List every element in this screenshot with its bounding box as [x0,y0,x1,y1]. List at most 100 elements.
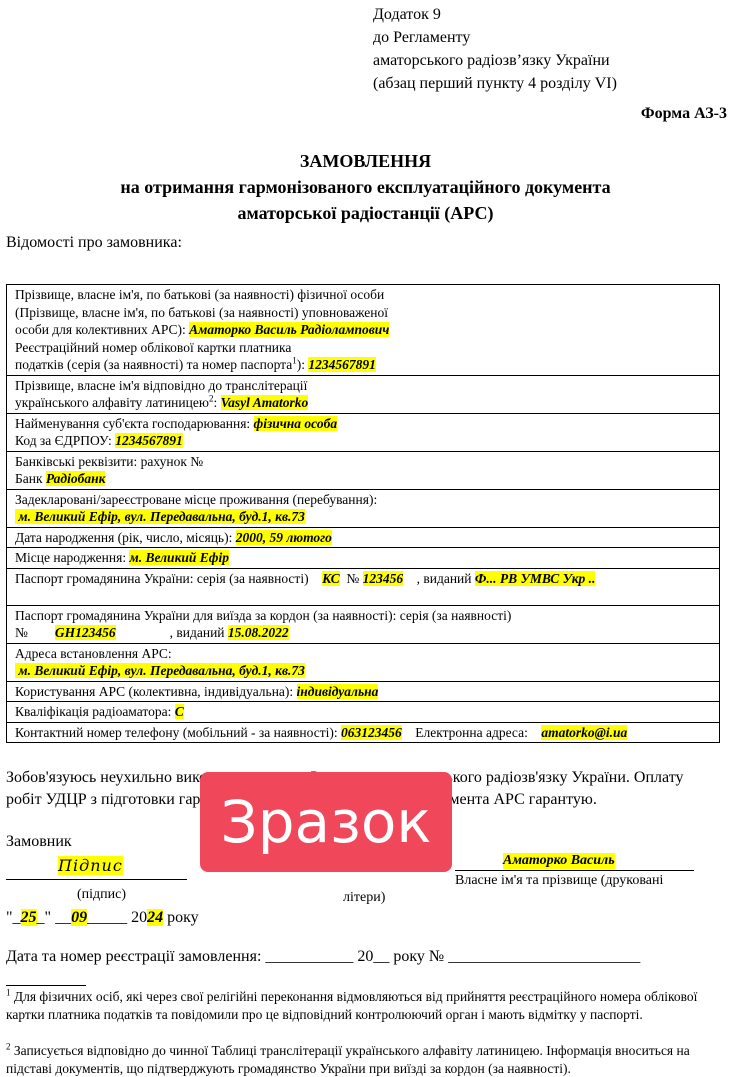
filled-value: С [174,704,184,719]
cell-line: Задекларовані/зареєстроване місце прожив… [15,491,711,509]
table-row: Прізвище, власне ім'я відповідно до тран… [6,374,720,414]
form-code: Форма АЗ-3 [640,105,727,122]
cell-line: українського алфавіту латиницею2: Vasyl … [15,394,711,412]
name-line [455,852,694,871]
filled-value: Аматорко Василь Радіолампович [189,322,390,337]
table-cell: Кваліфікація радіоаматора: С [6,701,720,723]
cell-line: Контактний номер телефону (мобільний - з… [15,724,711,742]
signature: Підпис [58,856,123,875]
table-cell: Задекларовані/зареєстроване місце прожив… [6,488,720,528]
name-caption: Власне ім'я та прізвище (друковані [455,873,664,888]
header-line: (абзац перший пункту 4 розділу VI) [373,75,617,92]
footnote: 2 Записується відповідно до чинної Табли… [6,1042,721,1077]
table-row: Контактний номер телефону (мобільний - з… [6,721,720,743]
intro: Відомості про замовника: [6,234,182,251]
label-text: _" __ [36,909,72,926]
label-text: податків (серія (за наявності) та номер … [15,357,293,372]
title: ЗАМОВЛЕННЯ на отримання гармонізованого … [0,148,731,226]
table-row: Задекларовані/зареєстроване місце прожив… [6,488,720,528]
label-text: року [163,909,199,926]
cell-line: Паспорт громадянина України: серія (за н… [15,570,711,588]
footnote-mark: 1 [6,987,11,998]
cell-line: м. Великий Ефір, вул. Передавальна, буд.… [15,662,711,680]
label-text: Користування АРС (колективна, індивідуал… [15,683,297,699]
cell-line: Дата народження (рік, число, місяць): 20… [15,529,711,547]
label-text: Задекларовані/зареєстроване місце прожив… [15,491,378,507]
filled-value: 123456 [362,570,404,586]
label-text: № [339,570,363,586]
label-text: українського алфавіту латиницею [15,395,209,410]
table-cell: Адреса встановлення АРС: м. Великий Ефір… [6,642,720,682]
title-line: на отримання гармонізованого експлуатаці… [120,177,611,197]
label-text: Код за ЄДРПОУ: [15,433,116,448]
label-text: Банк [15,471,46,486]
label-text: Прізвище, власне ім'я, по батькові (за н… [15,287,385,302]
table-row: Кваліфікація радіоаматора: С [6,701,720,723]
label-text: Контактний номер телефону (мобільний - з… [15,724,341,740]
label-text: Адреса встановлення АРС: [15,645,172,661]
table-row: Прізвище, власне ім'я, по батькові (за н… [6,284,720,376]
table-cell: Користування АРС (колективна, індивідуал… [6,680,720,702]
cell-line: Найменування суб'єкта господарювання: фі… [15,415,711,433]
filled-value: м. Великий Ефір [129,550,229,565]
table-row: Дата народження (рік, число, місяць): 20… [6,526,720,548]
title-line: ЗАМОВЛЕННЯ [299,151,432,171]
label-text: Реєстраційний номер облікової картки пла… [15,339,292,355]
cell-line: Користування АРС (колективна, індивідуал… [15,683,711,701]
label-text: Місце народження: [15,550,130,565]
label-text: : [213,395,221,410]
footnote-mark: 2 [6,1041,11,1052]
table-cell: Найменування суб'єкта господарювання: фі… [6,412,720,452]
cell-line: № GH123456 , виданий 15.08.2022 [15,624,711,642]
label-text: Банківські реквізити: рахунок № [15,453,204,469]
footnote-text: Записується відповідно до чинної Таблиці… [6,1043,690,1076]
label-text: особи для колективних АРС): [15,322,190,337]
table-cell: Паспорт громадянина України: серія (за н… [6,567,720,606]
filled-value: Ф... РВ УМВС Укр .. [474,570,596,586]
cell-line: Прізвище, власне ім'я відповідно до тран… [15,377,711,395]
signature-line [6,857,187,880]
label-text: № [15,625,55,640]
filled-value: 1234567891 [115,433,183,448]
label-text: , виданий [115,625,228,640]
label-text: Дата народження (рік, число, місяць): [15,529,236,545]
filled-value: 15.08.2022 [227,625,289,640]
filled-value: м. Великий Ефір, вул. Передавальна, буд.… [15,663,305,678]
filled-value: Радіобанк [45,471,106,486]
footnote-rule [6,985,86,986]
cell-line: Банк Радіобанк [15,470,711,488]
customer-label: Замовник [6,833,72,850]
header-line: до Регламенту [373,29,471,46]
cell-line: Код за ЄДРПОУ: 1234567891 [15,432,711,450]
cell-line: Паспорт громадянина України для виїзда з… [15,607,711,625]
filled-value: Vasyl Amatorko [220,395,309,410]
label-text: ): [296,357,309,372]
table-cell: Банківські реквізити: рахунок № Банк Раді… [6,450,720,490]
table-row: Адреса встановлення АРС: м. Великий Ефір… [6,642,720,682]
stamp: Зразок [200,772,452,872]
cell-line: Реєстраційний номер облікової картки пла… [15,339,711,357]
table-row: Найменування суб'єкта господарювання: фі… [6,412,720,452]
footnote-text: Для фізичних осіб, які через свої релігі… [6,989,698,1022]
label-text: Паспорт громадянина України: серія (за н… [15,570,323,586]
cell-line: Місце народження: м. Великий Ефір [15,549,711,567]
printed-name: Аматорко Василь [503,853,615,869]
name-caption-end: літери) [343,890,386,905]
registration: Дата та номер реєстрації замовлення: ___… [6,948,641,965]
customer-table: Прізвище, власне ім'я, по батькові (за н… [6,284,720,743]
filled-value: індивідуальна [296,683,379,699]
footnote: 1 Для фізичних осіб, які через свої релі… [6,988,721,1024]
table-row: Користування АРС (колективна, індивідуал… [6,680,720,702]
table-row: Паспорт громадянина України для виїзда з… [6,604,720,644]
cell-line: (Прізвище, власне ім'я, по батькові (за … [15,304,711,322]
cell-line: Прізвище, власне ім'я, по батькові (за н… [15,286,711,304]
table-cell: Контактний номер телефону (мобільний - з… [6,721,720,743]
table-row: Місце народження: м. Великий Ефір [6,547,720,569]
signature-caption: (підпис) [77,887,127,902]
cell-line: м. Великий Ефір, вул. Передавальна, буд.… [15,508,711,526]
date: "_25_" __09_____ 2024 року [6,909,199,927]
filled-value: 25 [20,909,37,926]
filled-value: 24 [147,909,164,926]
table-cell: Дата народження (рік, число, місяць): 20… [6,526,720,548]
